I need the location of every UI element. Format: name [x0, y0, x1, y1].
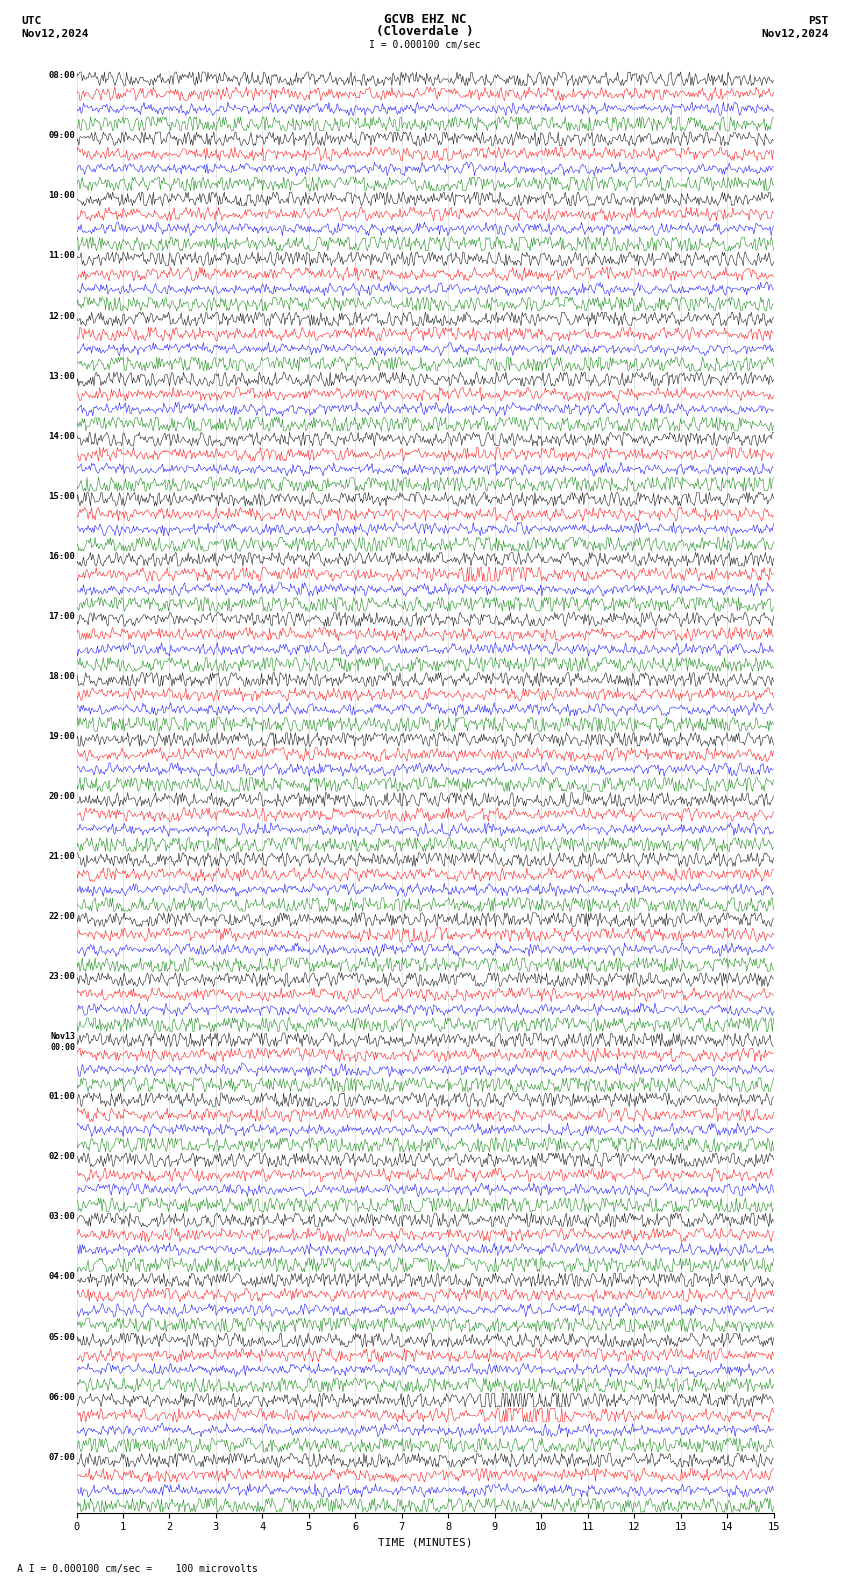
- Text: (Cloverdale ): (Cloverdale ): [377, 25, 473, 38]
- Text: 10:00: 10:00: [48, 192, 75, 201]
- Text: 05:00: 05:00: [48, 1332, 75, 1342]
- Text: 17:00: 17:00: [48, 611, 75, 621]
- Text: 11:00: 11:00: [48, 252, 75, 260]
- Text: UTC: UTC: [21, 16, 42, 25]
- Text: I = 0.000100 cm/sec: I = 0.000100 cm/sec: [369, 40, 481, 49]
- Text: 03:00: 03:00: [48, 1212, 75, 1221]
- Text: Nov12,2024: Nov12,2024: [21, 29, 88, 38]
- Text: 01:00: 01:00: [48, 1093, 75, 1101]
- Text: PST: PST: [808, 16, 829, 25]
- Text: 07:00: 07:00: [48, 1453, 75, 1462]
- Text: 08:00: 08:00: [48, 71, 75, 81]
- Text: 09:00: 09:00: [48, 131, 75, 141]
- Text: 16:00: 16:00: [48, 551, 75, 561]
- Text: 18:00: 18:00: [48, 672, 75, 681]
- Text: A I = 0.000100 cm/sec =    100 microvolts: A I = 0.000100 cm/sec = 100 microvolts: [17, 1565, 258, 1574]
- Text: 14:00: 14:00: [48, 431, 75, 440]
- Text: 13:00: 13:00: [48, 372, 75, 380]
- Text: 06:00: 06:00: [48, 1392, 75, 1402]
- X-axis label: TIME (MINUTES): TIME (MINUTES): [377, 1538, 473, 1548]
- Text: 12:00: 12:00: [48, 312, 75, 320]
- Text: 04:00: 04:00: [48, 1272, 75, 1281]
- Text: 19:00: 19:00: [48, 732, 75, 741]
- Text: Nov12,2024: Nov12,2024: [762, 29, 829, 38]
- Text: Nov13
00:00: Nov13 00:00: [50, 1033, 75, 1052]
- Text: 20:00: 20:00: [48, 792, 75, 802]
- Text: GCVB EHZ NC: GCVB EHZ NC: [383, 13, 467, 25]
- Text: 22:00: 22:00: [48, 912, 75, 922]
- Text: 15:00: 15:00: [48, 491, 75, 501]
- Text: 02:00: 02:00: [48, 1152, 75, 1161]
- Text: 21:00: 21:00: [48, 852, 75, 862]
- Text: 23:00: 23:00: [48, 973, 75, 980]
